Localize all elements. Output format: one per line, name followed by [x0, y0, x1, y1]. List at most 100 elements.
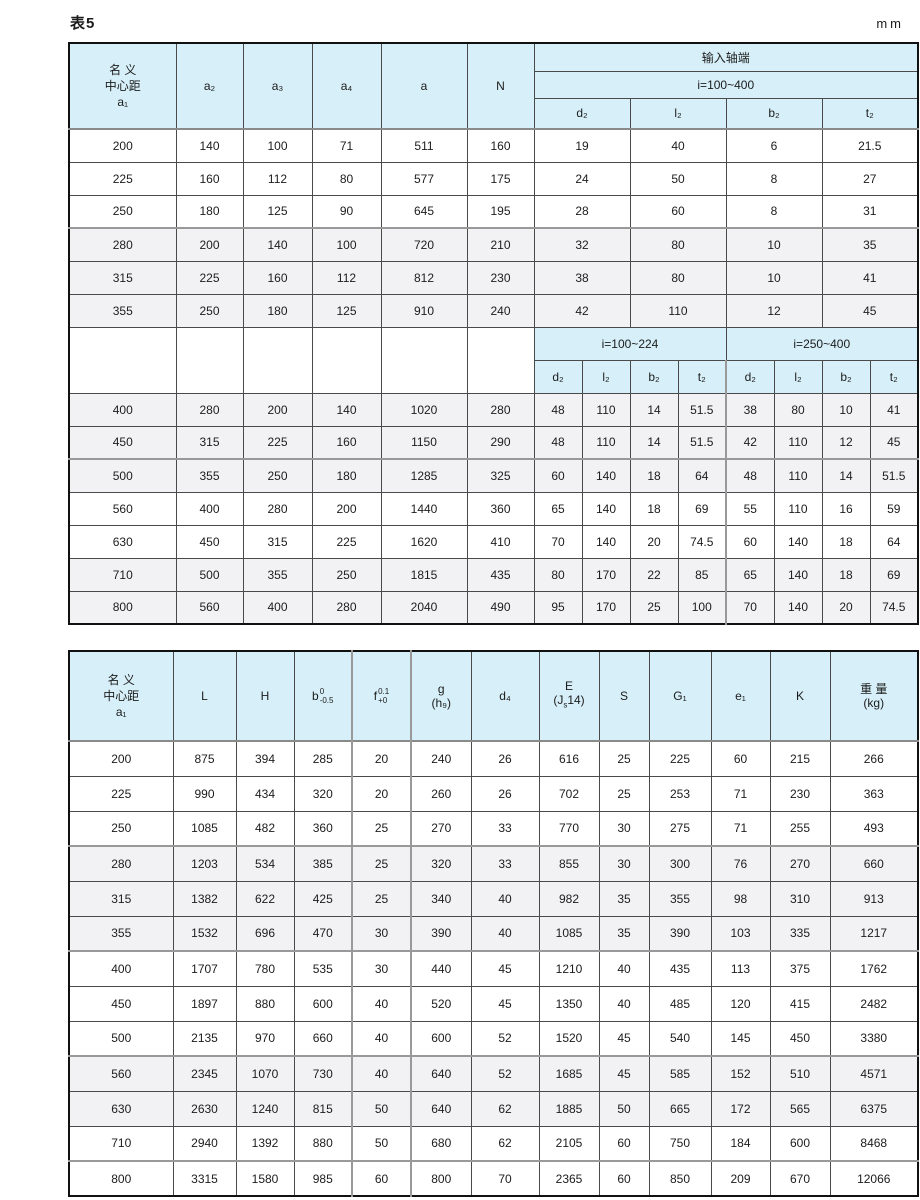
table-cell: 390 [648, 915, 712, 952]
table-cell: 1707 [172, 950, 237, 987]
table-row: 710 500 355 250 1815 435 80 170 22 85 65 140 18 69 [68, 557, 919, 592]
table-cell: 60 [351, 1160, 412, 1197]
table-cell: 14 [821, 458, 871, 493]
table-cell: 40 [351, 1055, 412, 1092]
table-cell: 800 [68, 590, 177, 625]
table-cell: 1620 [380, 524, 468, 559]
table-cell: 21.5 [821, 128, 919, 163]
table-cell: 65 [725, 557, 775, 592]
table-cell: 410 [466, 524, 535, 559]
table-cell: 250 [175, 293, 244, 328]
table-cell: 320 [293, 775, 353, 812]
table-row: 225 160 112 80 577 175 24 50 8 27 [68, 161, 919, 196]
table-cell: 630 [68, 1090, 174, 1127]
table-cell: 170 [581, 557, 631, 592]
table-cell: 360 [466, 491, 535, 526]
table-cell: 100 [242, 128, 313, 163]
table-cell: 1020 [380, 392, 468, 427]
table-cell: 60 [710, 740, 771, 777]
table-cell: 225 [68, 775, 174, 812]
table-cell: 110 [629, 293, 727, 328]
table-cell: 200 [242, 392, 313, 427]
table-cell: 500 [175, 557, 244, 592]
empty-cell [311, 326, 382, 394]
table-cell: 800 [68, 1160, 174, 1197]
table-cell: 60 [725, 524, 775, 559]
table-cell: 20 [629, 524, 679, 559]
table-cell: 27 [821, 161, 919, 196]
table-cell: 600 [410, 1020, 472, 1057]
table-cell: 3380 [829, 1020, 919, 1057]
table-cell: 10 [821, 392, 871, 427]
table-cell: 710 [68, 1125, 174, 1162]
table-cell: 100 [311, 227, 382, 262]
table-row: 400 1707 780 535 30 440 45 1210 40 435 113 375 1762 [68, 950, 919, 987]
table-cell: 140 [773, 524, 823, 559]
table-row: 560 400 280 200 1440 360 65 140 18 69 55 110 16 59 [68, 491, 919, 526]
table-cell: 400 [68, 950, 174, 987]
table-cell: 25 [351, 880, 412, 917]
table-cell: 40 [351, 1020, 412, 1057]
table-cell: 19 [533, 128, 631, 163]
table-cell: 535 [293, 950, 353, 987]
table-cell: 120 [710, 985, 771, 1022]
col-header-n: N [466, 42, 535, 130]
table-cell: 90 [311, 194, 382, 229]
table-row: 250 1085 482 360 25 270 33 770 30 275 71 255 493 [68, 810, 919, 847]
table-cell: 913 [829, 880, 919, 917]
col-header-L: L [172, 650, 237, 742]
table-cell: 600 [769, 1125, 831, 1162]
table-cell: 315 [68, 260, 177, 295]
table-cell: 71 [311, 128, 382, 163]
table-cell: 1085 [538, 915, 600, 952]
table-cell: 910 [380, 293, 468, 328]
table-cell: 110 [773, 491, 823, 526]
table-cell: 20 [351, 740, 412, 777]
table-cell: 660 [829, 845, 919, 882]
table-cell: 35 [598, 880, 650, 917]
table-cell: 850 [648, 1160, 712, 1197]
table-cell: 95 [533, 590, 583, 625]
table-cell: 225 [68, 161, 177, 196]
table-cell: 266 [829, 740, 919, 777]
table-cell: 315 [175, 425, 244, 460]
table-cell: 260 [410, 775, 472, 812]
table-cell: 8 [725, 161, 823, 196]
table-cell: 140 [311, 392, 382, 427]
table-cell: 400 [175, 491, 244, 526]
table-cell: 110 [773, 425, 823, 460]
col-header-weight: 重 量 (kg) [829, 650, 919, 742]
table-cell: 70 [470, 1160, 540, 1197]
table-cell: 982 [538, 880, 600, 917]
table-cell: 565 [769, 1090, 831, 1127]
table-row: 355 250 180 125 910 240 42 110 12 45 [68, 293, 919, 328]
table-cell: 560 [175, 590, 244, 625]
table-cell: 160 [242, 260, 313, 295]
table-cell: 35 [598, 915, 650, 952]
table-cell: 665 [648, 1090, 712, 1127]
table-cell: 630 [68, 524, 177, 559]
table-cell: 8468 [829, 1125, 919, 1162]
table-cell: 450 [175, 524, 244, 559]
empty-cell [175, 326, 244, 394]
table-cell: 180 [242, 293, 313, 328]
table-cell: 645 [380, 194, 468, 229]
table-cell: 815 [293, 1090, 353, 1127]
ratio-header-left: i=100~224 [533, 326, 727, 361]
table-cell: 710 [68, 557, 177, 592]
table-cell: 215 [769, 740, 831, 777]
table-cell: 48 [533, 392, 583, 427]
table-cell: 45 [598, 1020, 650, 1057]
col-header-a: a [380, 42, 468, 130]
table-cell: 280 [311, 590, 382, 625]
table-cell: 360 [293, 810, 353, 847]
table-cell: 812 [380, 260, 468, 295]
table-cell: 225 [175, 260, 244, 295]
table-cell: 40 [470, 880, 540, 917]
table-cell: 52 [470, 1020, 540, 1057]
unit-label: mm [876, 16, 904, 31]
table-cell: 30 [598, 845, 650, 882]
ratio-header-right: i=250~400 [725, 326, 919, 361]
table-cell: 38 [725, 392, 775, 427]
table-cell: 71 [710, 810, 771, 847]
